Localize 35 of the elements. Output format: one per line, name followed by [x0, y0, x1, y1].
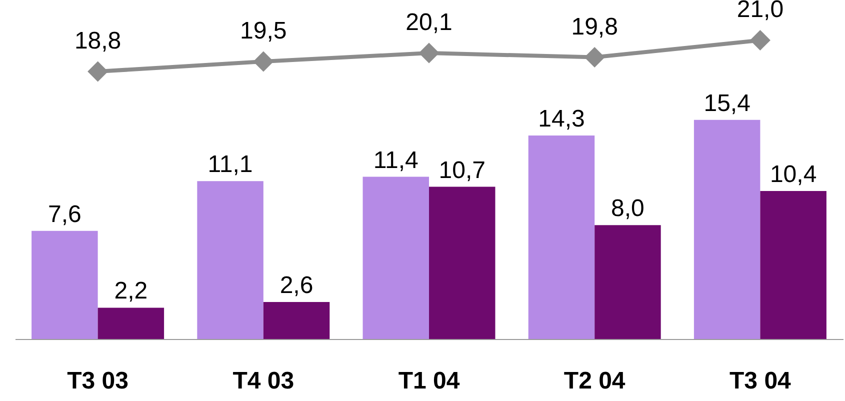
data-label: 21,0 [736, 0, 784, 24]
point [584, 47, 605, 68]
bar [528, 136, 595, 339]
data-label: 11,1 [208, 151, 253, 178]
x-tick-label: T3 03 [67, 368, 128, 394]
bar [98, 308, 164, 339]
x-tick-label: T3 04 [730, 368, 792, 394]
bar [263, 302, 330, 339]
point [418, 42, 440, 64]
data-label: 19,8 [571, 13, 618, 40]
x-tick-label: T4 03 [232, 368, 294, 394]
bar [760, 191, 826, 339]
data-label: 20,1 [406, 9, 452, 36]
data-label: 10,4 [770, 161, 817, 188]
bar [32, 230, 98, 339]
bar [594, 225, 661, 339]
x-tick-label: T2 04 [564, 368, 626, 394]
bar [429, 186, 496, 339]
x-tick-label: T1 04 [398, 368, 460, 394]
data-label: 18,8 [74, 28, 122, 55]
bar [694, 120, 760, 339]
data-label: 2,6 [280, 272, 314, 300]
data-label: 19,5 [240, 18, 287, 45]
point [88, 61, 108, 82]
data-label: 2,2 [114, 278, 148, 305]
point [253, 51, 274, 72]
data-label: 14,3 [538, 106, 585, 133]
data-label: 10,7 [438, 156, 486, 184]
data-label: 15,4 [704, 90, 750, 117]
point [750, 30, 770, 50]
data-label: 8,0 [611, 195, 644, 222]
bar [362, 176, 429, 339]
data-label: 7,6 [48, 200, 82, 228]
bar [197, 181, 264, 339]
data-label: 11,4 [373, 146, 418, 174]
